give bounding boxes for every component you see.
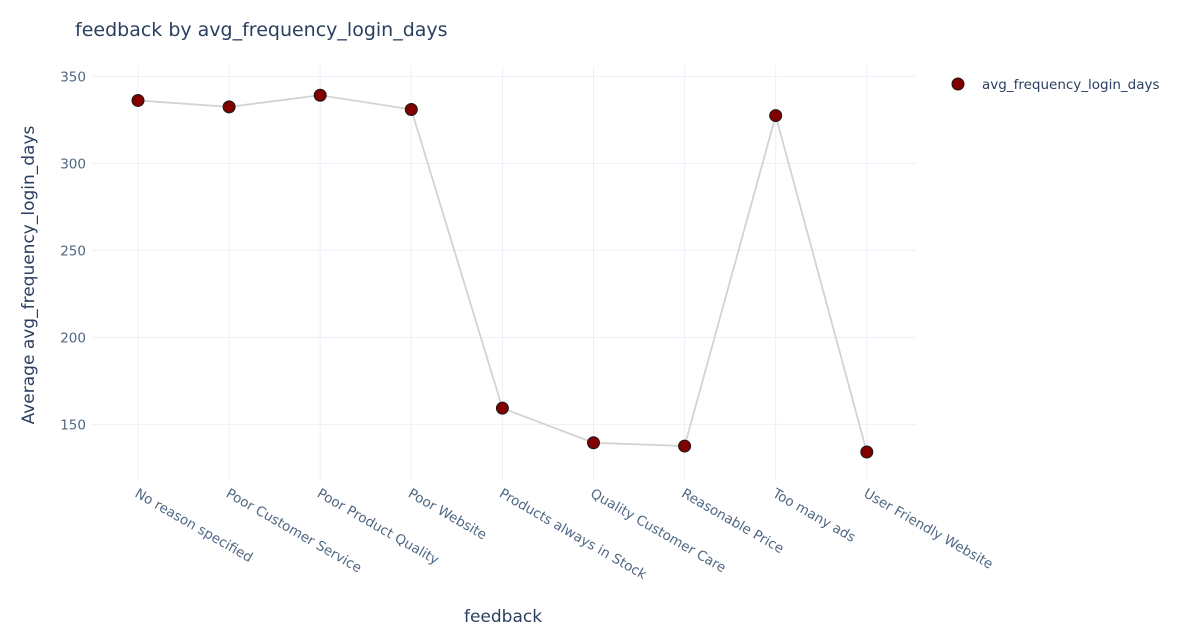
x-tick-label: Products always in Stock — [496, 486, 649, 584]
chart-title: feedback by avg_frequency_login_days — [75, 19, 448, 41]
legend-marker — [951, 77, 965, 91]
data-point[interactable] — [131, 93, 145, 107]
y-tick-label: 200 — [60, 330, 86, 346]
y-axis-title: Average avg_frequency_login_days — [19, 125, 39, 424]
y-tick-label: 250 — [60, 243, 86, 259]
legend[interactable]: avg_frequency_login_days — [951, 77, 1160, 93]
data-point[interactable] — [678, 439, 692, 453]
y-tick-labels: 150 200 250 300 350 — [60, 69, 86, 433]
legend-label: avg_frequency_login_days — [982, 77, 1160, 93]
y-tick-label: 350 — [60, 69, 86, 85]
x-gridlines — [137, 66, 868, 480]
x-tick-label: Poor Website — [405, 486, 489, 544]
data-point[interactable] — [860, 445, 874, 459]
x-tick-label: User Friendly Website — [861, 486, 996, 573]
data-point[interactable] — [404, 102, 418, 116]
data-point[interactable] — [313, 88, 327, 102]
y-tick-label: 150 — [60, 417, 86, 433]
data-points — [131, 88, 874, 459]
data-point[interactable] — [769, 109, 783, 123]
data-point[interactable] — [587, 436, 600, 450]
x-axis-title: feedback — [464, 607, 542, 627]
y-tick-label: 300 — [60, 156, 86, 172]
y-gridlines — [92, 75, 916, 425]
data-point[interactable] — [222, 100, 236, 114]
x-tick-label: Too many ads — [769, 485, 858, 546]
data-point[interactable] — [495, 401, 509, 415]
